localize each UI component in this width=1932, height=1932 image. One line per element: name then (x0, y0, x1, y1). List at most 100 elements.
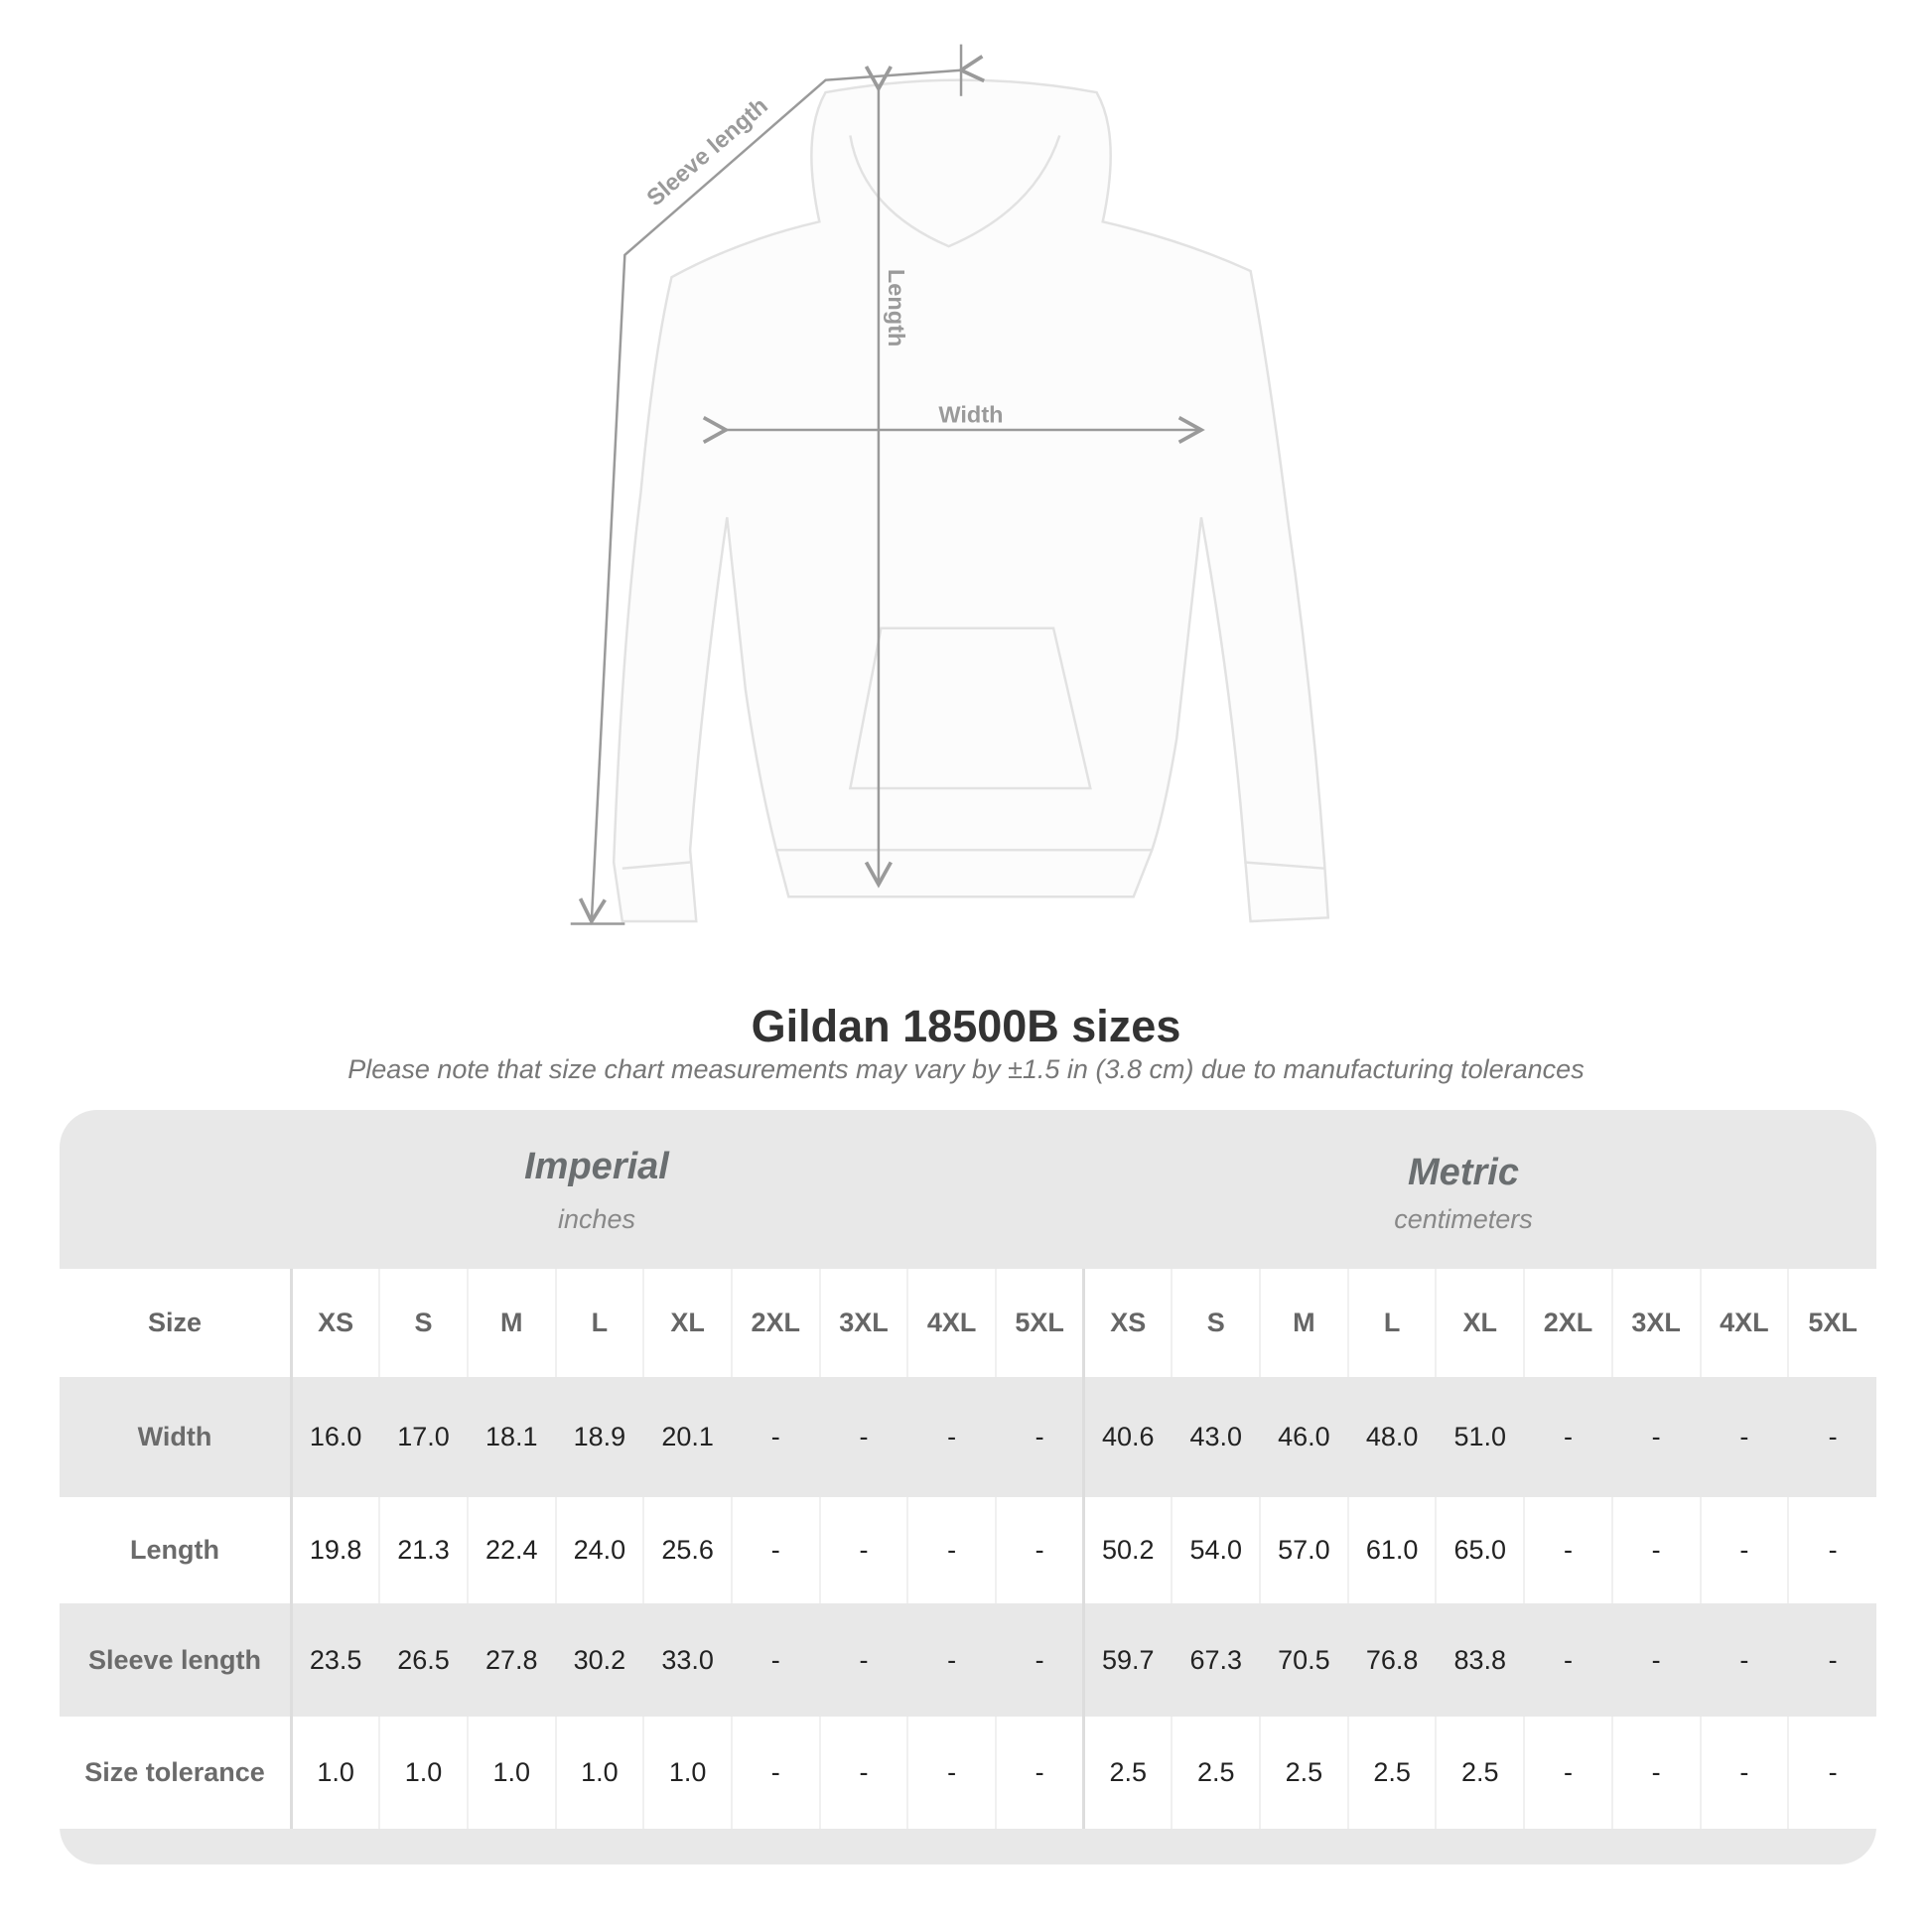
imperial-value-cell: - (818, 1717, 908, 1829)
row-label: Length (60, 1497, 293, 1603)
imperial-value-cell: 20.1 (642, 1377, 732, 1497)
imperial-value-cell: - (730, 1377, 820, 1497)
metric-value-cell: 2.5 (1082, 1717, 1173, 1829)
imperial-value-cell: 33.0 (642, 1603, 732, 1717)
imperial-size-xl: XL (642, 1269, 732, 1377)
metric-value-cell: - (1787, 1377, 1876, 1497)
metric-value-cell: 67.3 (1171, 1603, 1261, 1717)
metric-value-cell: 70.5 (1259, 1603, 1348, 1717)
metric-value-cell: 40.6 (1082, 1377, 1173, 1497)
metric-size-5xl: 5XL (1787, 1269, 1876, 1377)
metric-value-cell: 2.5 (1435, 1717, 1525, 1829)
metric-header: Metric centimeters (1166, 1152, 1761, 1235)
metric-value-cell: - (1787, 1603, 1876, 1717)
metric-unit: centimeters (1394, 1204, 1533, 1234)
metric-size-s: S (1171, 1269, 1261, 1377)
metric-value-cell: - (1787, 1717, 1876, 1829)
imperial-value-cell: - (906, 1377, 996, 1497)
row-label: Sleeve length (60, 1603, 293, 1717)
imperial-value-cell: - (906, 1497, 996, 1603)
table-row: Width 16.0 17.0 18.1 18.9 20.1- - - -40.6 43.0 46.… (60, 1377, 1876, 1497)
imperial-unit: inches (557, 1204, 636, 1234)
imperial-value-cell: - (730, 1497, 820, 1603)
size-column-label: Size (60, 1269, 293, 1377)
metric-value-cell: - (1523, 1717, 1612, 1829)
imperial-value-cell: 1.0 (554, 1717, 644, 1829)
imperial-value-cell: - (818, 1377, 908, 1497)
imperial-size-xs: XS (290, 1269, 380, 1377)
imperial-value-cell: 21.3 (378, 1497, 468, 1603)
page-title: Gildan 18500B sizes (751, 1001, 1181, 1051)
imperial-header: Imperial inches (299, 1146, 895, 1235)
metric-value-cell: - (1610, 1497, 1701, 1603)
metric-value-cell: - (1699, 1603, 1789, 1717)
metric-value-cell: - (1523, 1377, 1612, 1497)
imperial-value-cell: 18.1 (466, 1377, 556, 1497)
imperial-value-cell: 19.8 (290, 1497, 380, 1603)
metric-size-2xl: 2XL (1523, 1269, 1612, 1377)
metric-value-cell: 50.2 (1082, 1497, 1173, 1603)
imperial-title: Imperial (524, 1146, 669, 1187)
metric-value-cell: 2.5 (1259, 1717, 1348, 1829)
metric-value-cell: - (1523, 1497, 1612, 1603)
metric-value-cell: - (1699, 1377, 1789, 1497)
imperial-value-cell: 22.4 (466, 1497, 556, 1603)
metric-size-xl: XL (1435, 1269, 1525, 1377)
imperial-value-cell: - (818, 1603, 908, 1717)
imperial-value-cell: 1.0 (642, 1717, 732, 1829)
imperial-size-2xl: 2XL (730, 1269, 820, 1377)
metric-title: Metric (1408, 1152, 1519, 1193)
metric-value-cell: 46.0 (1259, 1377, 1348, 1497)
metric-value-cell: 48.0 (1346, 1377, 1437, 1497)
row-label: Size tolerance (60, 1717, 293, 1829)
imperial-size-s: S (378, 1269, 468, 1377)
imperial-value-cell: 16.0 (290, 1377, 380, 1497)
imperial-value-cell: 1.0 (466, 1717, 556, 1829)
row-label: Width (60, 1377, 293, 1497)
metric-size-xs: XS (1082, 1269, 1173, 1377)
metric-value-cell: 83.8 (1435, 1603, 1525, 1717)
metric-value-cell: - (1699, 1717, 1789, 1829)
length-label: Length (884, 269, 909, 347)
metric-value-cell: 61.0 (1346, 1497, 1437, 1603)
metric-size-m: M (1259, 1269, 1348, 1377)
metric-value-cell: 54.0 (1171, 1497, 1261, 1603)
imperial-size-m: M (466, 1269, 556, 1377)
size-table: Size XS S M L XL 2XL 3XL 4XL 5XL XS S M L XL 2XL 3XL 4XL 5… (60, 1269, 1876, 1829)
metric-value-cell: - (1610, 1603, 1701, 1717)
imperial-value-cell: - (730, 1603, 820, 1717)
sleeve-length-label: Sleeve length (641, 92, 772, 210)
imperial-value-cell: 17.0 (378, 1377, 468, 1497)
imperial-size-l: L (554, 1269, 644, 1377)
imperial-value-cell: 25.6 (642, 1497, 732, 1603)
metric-value-cell: 76.8 (1346, 1603, 1437, 1717)
hoodie-illustration: Sleeve length Length Width (570, 44, 1330, 925)
size-chart: Imperial inches Metric centimeters Size X… (60, 1110, 1876, 1864)
imperial-size-4xl: 4XL (906, 1269, 996, 1377)
metric-value-cell: 59.7 (1082, 1603, 1173, 1717)
metric-value-cell: - (1610, 1717, 1701, 1829)
sleeve-measure-line (578, 55, 985, 925)
imperial-value-cell: 23.5 (290, 1603, 380, 1717)
table-row: Length 19.8 21.3 22.4 24.0 25.6- - - -50.2 54.0 57… (60, 1497, 1876, 1603)
imperial-value-cell: - (995, 1717, 1084, 1829)
metric-value-cell: - (1787, 1497, 1876, 1603)
imperial-value-cell: 30.2 (554, 1603, 644, 1717)
imperial-value-cell: - (818, 1497, 908, 1603)
metric-value-cell: 2.5 (1171, 1717, 1261, 1829)
imperial-size-5xl: 5XL (995, 1269, 1084, 1377)
imperial-value-cell: - (906, 1603, 996, 1717)
hoodie-shape (612, 78, 1330, 923)
imperial-value-cell: 26.5 (378, 1603, 468, 1717)
imperial-value-cell: - (730, 1717, 820, 1829)
size-header-row: Size XS S M L XL 2XL 3XL 4XL 5XL XS S M L XL 2XL 3XL 4XL 5… (60, 1269, 1876, 1377)
imperial-value-cell: 24.0 (554, 1497, 644, 1603)
imperial-size-3xl: 3XL (818, 1269, 908, 1377)
imperial-value-cell: 27.8 (466, 1603, 556, 1717)
metric-value-cell: - (1699, 1497, 1789, 1603)
table-row: Size tolerance 1.0 1.0 1.0 1.0 1.0- - - -2.5 2.5 2… (60, 1717, 1876, 1829)
metric-value-cell: - (1523, 1603, 1612, 1717)
metric-value-cell: - (1610, 1377, 1701, 1497)
metric-size-4xl: 4XL (1699, 1269, 1789, 1377)
tolerance-note: Please note that size chart measurements… (347, 1054, 1585, 1084)
